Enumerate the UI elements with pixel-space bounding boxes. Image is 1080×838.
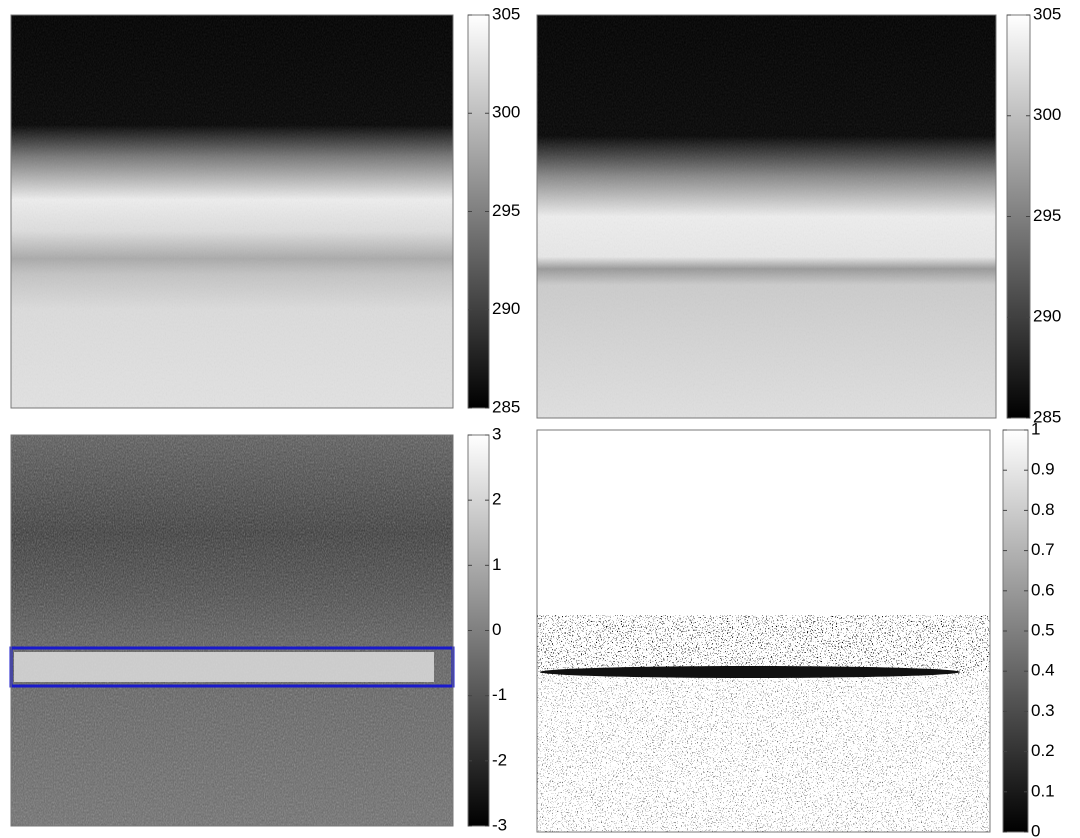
colorbar-tick-label: 290 [1033, 307, 1061, 326]
figure: 285290295300305285290295300305-3-2-10123… [0, 0, 1080, 838]
colorbar-tick-label: 295 [492, 201, 520, 220]
colorbar-tick-label: 0.4 [1031, 661, 1055, 680]
colorbar-tick-label: 0.2 [1031, 741, 1055, 760]
colorbar-tick-label: 285 [492, 397, 520, 416]
colorbar-tick-label: 305 [1033, 4, 1061, 23]
colorbar-tick-label: -3 [492, 815, 507, 834]
colorbar-tick-label: 0 [492, 620, 501, 639]
colorbar-tick-label: 295 [1033, 206, 1061, 225]
colorbar-tick-label: 0.1 [1031, 781, 1055, 800]
colorbar-tick-label: 290 [492, 299, 520, 318]
colorbar-tick-label: 0.9 [1031, 460, 1055, 479]
colorbar-tick-label: 3 [492, 424, 501, 443]
colorbar-tick-label: -2 [492, 750, 507, 769]
colorbar-tick-label: 1 [492, 555, 501, 574]
colorbar-tick-label: 2 [492, 490, 501, 509]
colorbar-tick-label: 1 [1031, 419, 1040, 438]
colorbar-tick-label: 0.5 [1031, 620, 1055, 639]
colorbar-tick-label: 0 [1031, 821, 1040, 838]
colorbar-tick-label: 0.7 [1031, 540, 1055, 559]
image-panel-3 [11, 435, 453, 826]
colorbar-tick-label: 300 [1033, 105, 1061, 124]
colorbar-tick-label: 0.8 [1031, 500, 1055, 519]
colorbar-tick-label: 300 [492, 103, 520, 122]
colorbar-tick-label: 0.6 [1031, 580, 1055, 599]
image-panel-1 [11, 15, 453, 408]
colorbar-tick-label: 305 [492, 4, 520, 23]
colorbar-tick-label: 0.3 [1031, 701, 1055, 720]
image-panel-4 [537, 430, 990, 832]
image-panel-2 [537, 15, 996, 418]
colorbar-tick-label: -1 [492, 685, 507, 704]
